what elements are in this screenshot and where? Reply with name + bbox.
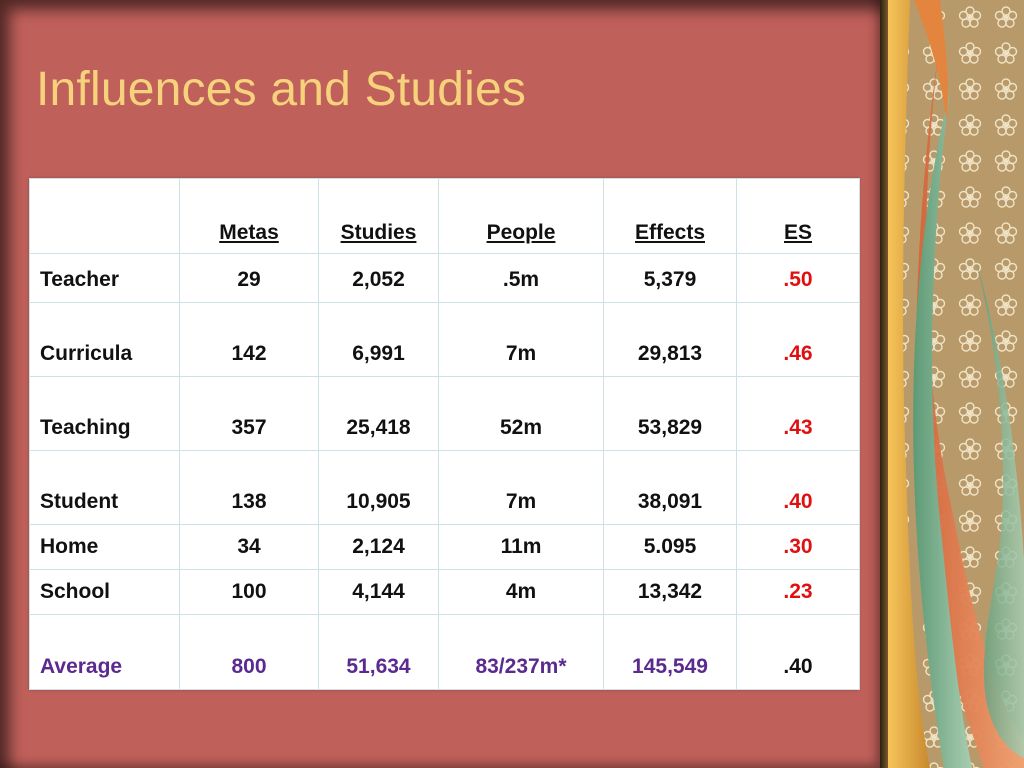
row-label: Curricula	[29, 302, 180, 377]
header-studies: Studies	[318, 178, 439, 254]
table-row: School 100 4,144 4m 13,342 .23	[29, 569, 860, 615]
studies-cell: 2,124	[318, 524, 439, 570]
table-row: Home 34 2,124 11m 5.095 .30	[29, 524, 860, 570]
average-label: Average	[29, 614, 180, 690]
people-cell: .5m	[438, 253, 604, 303]
people-cell: 7m	[438, 450, 604, 525]
metas-cell: 34	[179, 524, 319, 570]
es-cell: .43	[736, 376, 860, 451]
studies-cell: 2,052	[318, 253, 439, 303]
average-people: 83/237m*	[438, 614, 604, 690]
metas-cell: 357	[179, 376, 319, 451]
es-cell: .23	[736, 569, 860, 615]
people-cell: 52m	[438, 376, 604, 451]
row-label: School	[29, 569, 180, 615]
effects-cell: 53,829	[603, 376, 737, 451]
effects-cell: 13,342	[603, 569, 737, 615]
table-row: Teaching 357 25,418 52m 53,829 .43	[29, 376, 860, 451]
studies-cell: 4,144	[318, 569, 439, 615]
people-cell: 11m	[438, 524, 604, 570]
metas-cell: 142	[179, 302, 319, 377]
table-row: Teacher 29 2,052 .5m 5,379 .50	[29, 253, 860, 303]
metas-cell: 29	[179, 253, 319, 303]
effects-cell: 5,379	[603, 253, 737, 303]
floral-drape-illustration	[880, 0, 1024, 768]
metas-cell: 138	[179, 450, 319, 525]
row-label: Student	[29, 450, 180, 525]
decorative-edge	[880, 0, 888, 768]
slide-title: Influences and Studies	[36, 63, 527, 116]
header-es: ES	[736, 178, 860, 254]
es-cell: .46	[736, 302, 860, 377]
header-effects: Effects	[603, 178, 737, 254]
metas-cell: 100	[179, 569, 319, 615]
studies-cell: 10,905	[318, 450, 439, 525]
average-effects: 145,549	[603, 614, 737, 690]
table-row: Student 138 10,905 7m 38,091 .40	[29, 450, 860, 525]
effects-cell: 38,091	[603, 450, 737, 525]
table-row: Curricula 142 6,991 7m 29,813 .46	[29, 302, 860, 377]
header-metas: Metas	[179, 178, 319, 254]
slide: Influences and Studies Metas Studies Peo…	[0, 0, 880, 768]
header-cell-empty	[29, 178, 180, 254]
table-header-row: Metas Studies People Effects ES	[29, 178, 860, 254]
people-cell: 4m	[438, 569, 604, 615]
studies-cell: 25,418	[318, 376, 439, 451]
effects-cell: 29,813	[603, 302, 737, 377]
average-studies: 51,634	[318, 614, 439, 690]
influences-table: Metas Studies People Effects ES Teacher …	[29, 178, 860, 690]
average-metas: 800	[179, 614, 319, 690]
row-label: Home	[29, 524, 180, 570]
header-people: People	[438, 178, 604, 254]
average-row: Average 800 51,634 83/237m* 145,549 .40	[29, 614, 860, 690]
row-label: Teacher	[29, 253, 180, 303]
people-cell: 7m	[438, 302, 604, 377]
es-cell: .30	[736, 524, 860, 570]
effects-cell: 5.095	[603, 524, 737, 570]
row-label: Teaching	[29, 376, 180, 451]
decorative-floral-panel	[880, 0, 1024, 768]
es-cell: .50	[736, 253, 860, 303]
es-cell: .40	[736, 450, 860, 525]
studies-cell: 6,991	[318, 302, 439, 377]
average-es: .40	[736, 614, 860, 690]
